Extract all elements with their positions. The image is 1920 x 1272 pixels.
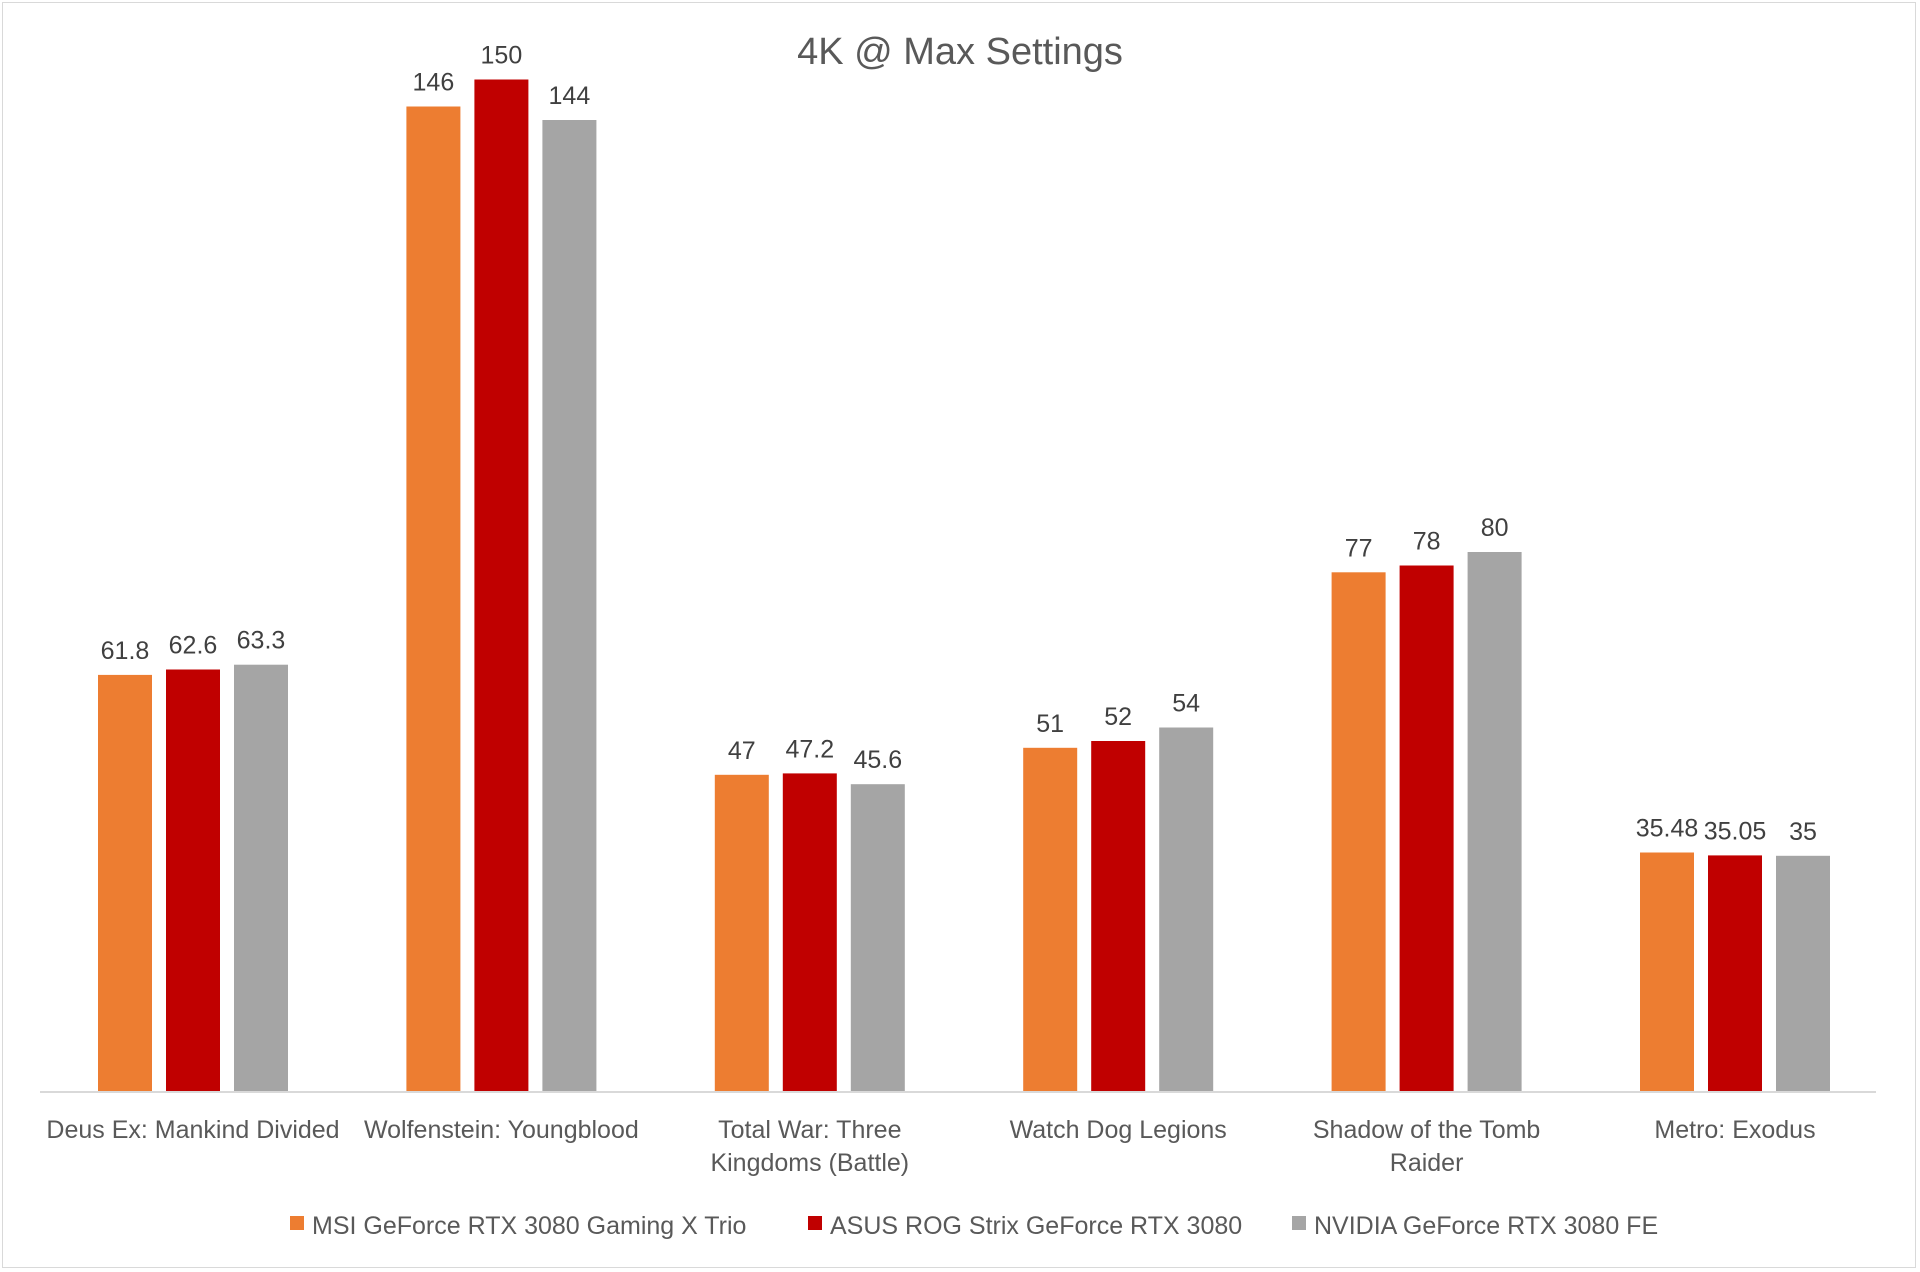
bar-3-series-1: [1091, 741, 1146, 1092]
bar-3-series-0: [1023, 747, 1078, 1093]
bar-4-series-2: [1467, 552, 1522, 1092]
bar-4-series-1: [1399, 565, 1454, 1092]
bar-2-series-0: [714, 774, 769, 1093]
data-label-3-series-1: 52: [1104, 703, 1132, 731]
data-label-2-series-1: 47.2: [785, 735, 834, 763]
data-label-5-series-1: 35.05: [1704, 817, 1767, 845]
bar-1-series-0: [406, 106, 461, 1092]
bar-5-series-2: [1776, 855, 1830, 1093]
data-label-0-series-0: 61.8: [101, 637, 150, 665]
legend-label-1: ASUS ROG Strix GeForce RTX 3080: [830, 1212, 1242, 1240]
bar-4-series-0: [1331, 572, 1386, 1093]
bar-0-series-0: [98, 674, 152, 1092]
data-label-1-series-2: 144: [549, 82, 591, 110]
bar-3-series-2: [1159, 727, 1214, 1092]
category-label-5: Metro: Exodus: [1654, 1116, 1815, 1144]
data-label-1-series-1: 150: [481, 42, 523, 70]
data-label-4-series-2: 80: [1481, 514, 1509, 542]
data-label-3-series-0: 51: [1036, 710, 1064, 738]
data-label-5-series-2: 35: [1789, 818, 1817, 846]
chart-title: 4K @ Max Settings: [797, 31, 1123, 73]
bar-0-series-1: [166, 669, 220, 1093]
value-labels-group: 61.8 62.6 63.3 146 150 144 47 47.2 45.6 51 52 54 77 7…: [101, 42, 1817, 846]
category-label-0: Deus Ex: Mankind Divided: [46, 1116, 339, 1144]
category-labels-group: Deus Ex: Mankind Divided Wolfenstein: You…: [46, 1116, 1815, 1177]
data-label-5-series-0: 35.48: [1636, 815, 1699, 843]
data-label-0-series-1: 62.6: [169, 632, 218, 660]
legend-label-0: MSI GeForce RTX 3080 Gaming X Trio: [312, 1212, 746, 1240]
bar-1-series-2: [542, 120, 597, 1092]
legend-swatch-0: [290, 1216, 304, 1230]
data-label-2-series-0: 47: [728, 737, 756, 765]
legend-label-2: NVIDIA GeForce RTX 3080 FE: [1314, 1212, 1658, 1240]
bars-group: [98, 79, 1830, 1093]
bar-2-series-1: [782, 773, 837, 1092]
data-label-4-series-0: 77: [1345, 534, 1373, 562]
category-label-3: Watch Dog Legions: [1010, 1116, 1227, 1144]
bar-2-series-2: [850, 784, 905, 1092]
data-label-1-series-0: 146: [413, 69, 455, 97]
data-label-3-series-2: 54: [1172, 690, 1200, 718]
category-label-4-line-1: Raider: [1390, 1149, 1464, 1177]
bar-1-series-1: [474, 79, 529, 1092]
category-label-2-line-0: Total War: Three: [718, 1116, 901, 1144]
data-label-4-series-1: 78: [1413, 528, 1441, 556]
category-label-1: Wolfenstein: Youngblood: [364, 1116, 639, 1144]
data-label-2-series-2: 45.6: [853, 746, 902, 774]
legend-swatch-1: [808, 1216, 822, 1230]
bar-5-series-1: [1708, 855, 1762, 1092]
category-label-2-line-1: Kingdoms (Battle): [710, 1149, 909, 1177]
legend: MSI GeForce RTX 3080 Gaming X Trio ASUS R…: [290, 1212, 1658, 1240]
legend-swatch-2: [1292, 1216, 1306, 1230]
bar-5-series-0: [1640, 852, 1694, 1092]
data-label-0-series-2: 63.3: [237, 627, 286, 655]
category-label-4-line-0: Shadow of the Tomb: [1313, 1116, 1540, 1144]
bar-0-series-2: [234, 664, 288, 1092]
